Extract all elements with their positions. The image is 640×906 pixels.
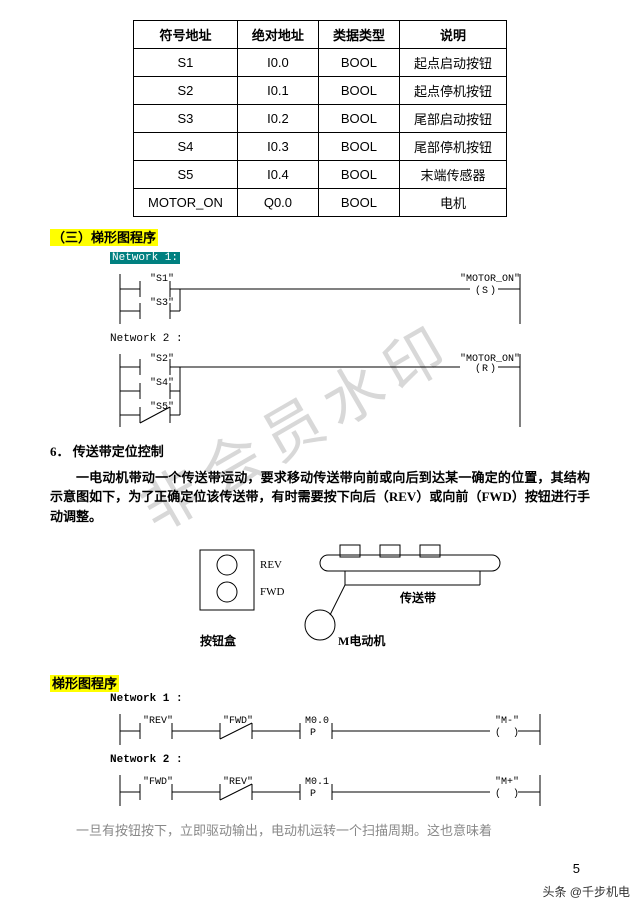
th: 说明	[399, 21, 506, 49]
svg-text:REV: REV	[260, 559, 282, 571]
l2-net2: Network 2 :	[110, 754, 590, 766]
svg-text:(: (	[475, 285, 481, 297]
svg-text:( ): ( )	[495, 727, 519, 739]
svg-text:"FWD": "FWD"	[143, 776, 173, 788]
svg-text:按钮盒: 按钮盒	[200, 633, 237, 648]
footer-tag: 头条 @千步机电	[542, 883, 630, 900]
tail-text: 一旦有按钮按下，立即驱动输出，电动机运转一个扫描周期。这也意味着	[50, 821, 590, 841]
svg-text:M0.0: M0.0	[305, 716, 329, 727]
svg-text:(: (	[475, 363, 481, 375]
th: 符号地址	[134, 21, 238, 49]
svg-text:"MOTOR_ON": "MOTOR_ON"	[460, 273, 520, 285]
ladder-net1: "S1" "MOTOR_ON" ( S ) "S3"	[110, 269, 530, 324]
svg-text:( ): ( )	[495, 788, 519, 800]
svg-text:"REV": "REV"	[143, 715, 173, 727]
symbol-table: 符号地址 绝对地址 类据类型 说明 S1I0.0BOOL起点启动按钮 S2I0.…	[133, 20, 507, 217]
sec6-num: 6．	[50, 444, 70, 459]
ladder2-net2: "FWD" "REV" M0.1 P "M+" ( )	[110, 770, 550, 806]
th: 类据类型	[318, 21, 399, 49]
svg-text:M电动机: M电动机	[338, 633, 385, 648]
svg-text:M0.1: M0.1	[305, 777, 329, 788]
l2-net1: Network 1 :	[110, 693, 590, 705]
net1-label: Network 1:	[110, 252, 180, 264]
ladder-label-2: 梯形图程序	[50, 675, 119, 692]
svg-text:): )	[490, 363, 496, 375]
svg-text:P: P	[310, 728, 316, 739]
conveyor-diagram: REV FWD 按钮盒 传送带 M电动机	[190, 540, 530, 660]
svg-text:R: R	[482, 364, 488, 375]
svg-text:FWD: FWD	[260, 586, 285, 598]
svg-text:S: S	[482, 286, 488, 297]
net2-label: Network 2 :	[110, 333, 590, 345]
svg-text:"M-": "M-"	[495, 715, 519, 727]
ladder2-net1: "REV" "FWD" M0.0 P "M-" ( )	[110, 709, 550, 745]
svg-text:传送带: 传送带	[399, 590, 436, 605]
page-number: 5	[573, 861, 580, 876]
ladder-net2: "S2" "MOTOR_ON" ( R ) "S4" "S5"	[110, 349, 530, 427]
sec6-title: 传送带定位控制	[73, 444, 164, 459]
svg-text:P: P	[310, 789, 316, 800]
svg-text:): )	[490, 285, 496, 297]
section-3-title: （三）梯形图程序	[50, 229, 158, 246]
th: 绝对地址	[237, 21, 318, 49]
svg-text:"M+": "M+"	[495, 776, 519, 788]
sec6-body: 一电动机带动一个传送带运动，要求移动传送带向前或向后到达某一确定的位置，其结构示…	[50, 468, 590, 527]
